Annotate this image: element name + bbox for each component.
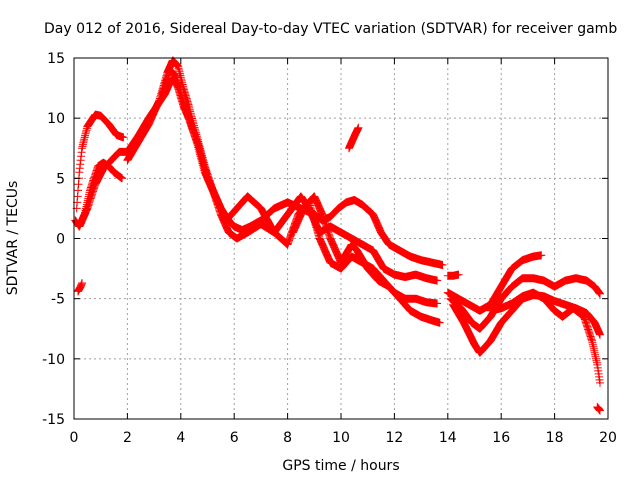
x-tick-label: 20 bbox=[599, 430, 617, 446]
plus-markers bbox=[74, 279, 86, 296]
plus-markers bbox=[443, 270, 463, 280]
x-tick-label: 0 bbox=[70, 430, 79, 446]
y-tick-label: -10 bbox=[42, 352, 65, 368]
axes: 0 2 4 6 8 10 12 14 16 18 20 -15 -10 -5 0 5 10 15 bbox=[42, 51, 617, 446]
x-tick-label: 18 bbox=[546, 430, 564, 446]
series-track-5 bbox=[158, 66, 442, 308]
x-tick-label: 8 bbox=[283, 430, 292, 446]
series-track-7 bbox=[345, 123, 363, 153]
series-track-13 bbox=[74, 279, 86, 296]
series-track-9 bbox=[446, 274, 604, 333]
x-tick-label: 10 bbox=[332, 430, 350, 446]
series-track-14 bbox=[593, 403, 604, 415]
series-track-3 bbox=[75, 74, 447, 269]
x-tick-label: 6 bbox=[230, 430, 239, 446]
plus-markers bbox=[288, 192, 444, 327]
x-tick-label: 2 bbox=[123, 430, 132, 446]
plus-markers bbox=[158, 66, 442, 308]
plus-markers bbox=[593, 403, 604, 415]
y-axis-label: SDTVAR / TECUs bbox=[5, 181, 21, 296]
x-tick-label: 16 bbox=[492, 430, 510, 446]
chart-title: Day 012 of 2016, Sidereal Day-to-day VTE… bbox=[44, 21, 617, 37]
series-track-11 bbox=[486, 288, 604, 387]
series-track-2 bbox=[72, 110, 128, 213]
plus-markers bbox=[486, 288, 604, 387]
y-tick-label: 10 bbox=[47, 111, 65, 127]
series-track-6 bbox=[288, 192, 444, 327]
plus-markers bbox=[443, 251, 546, 315]
plus-markers bbox=[446, 274, 604, 333]
series-track-8 bbox=[443, 251, 546, 315]
data-points bbox=[71, 56, 604, 415]
y-tick-label: 5 bbox=[56, 171, 65, 187]
y-tick-label: -15 bbox=[42, 412, 65, 428]
series-track-12 bbox=[443, 270, 463, 280]
x-axis-label: GPS time / hours bbox=[282, 458, 399, 474]
x-tick-label: 4 bbox=[176, 430, 185, 446]
x-tick-label: 12 bbox=[385, 430, 403, 446]
plus-markers bbox=[75, 74, 447, 269]
y-tick-label: 0 bbox=[56, 232, 65, 248]
y-tick-label: 15 bbox=[47, 51, 65, 67]
plus-markers bbox=[345, 123, 363, 153]
plus-markers bbox=[72, 110, 128, 213]
x-tick-label: 14 bbox=[439, 430, 457, 446]
y-tick-label: -5 bbox=[51, 292, 65, 308]
